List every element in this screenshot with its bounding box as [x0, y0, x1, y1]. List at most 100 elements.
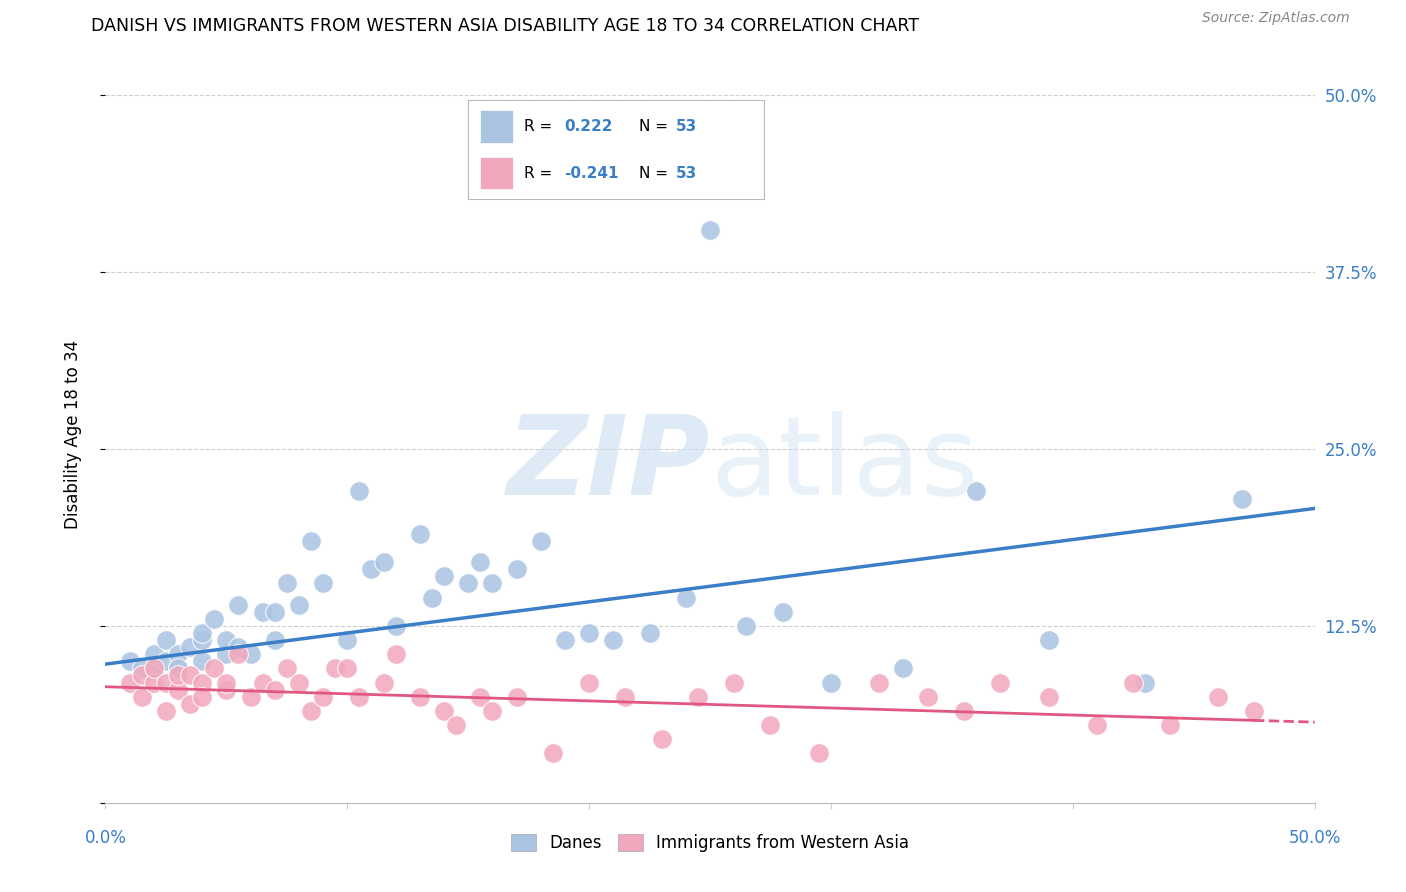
- Text: N =: N =: [638, 166, 668, 180]
- Text: 53: 53: [675, 166, 697, 180]
- Point: [142, 661, 165, 675]
- Point: [505, 690, 527, 704]
- Point: [1122, 675, 1144, 690]
- Point: [215, 682, 238, 697]
- Point: [288, 598, 311, 612]
- Point: [155, 654, 177, 668]
- Bar: [479, 157, 513, 189]
- Point: [155, 675, 177, 690]
- Point: [252, 675, 274, 690]
- Point: [191, 675, 214, 690]
- Point: [409, 527, 432, 541]
- Point: [578, 626, 600, 640]
- Point: [179, 697, 201, 711]
- Text: 50.0%: 50.0%: [1288, 829, 1341, 847]
- Point: [638, 626, 661, 640]
- Point: [155, 633, 177, 648]
- Point: [118, 654, 141, 668]
- Point: [228, 598, 250, 612]
- Point: [686, 690, 709, 704]
- Point: [433, 569, 456, 583]
- Point: [409, 690, 432, 704]
- Point: [167, 647, 190, 661]
- Point: [820, 675, 842, 690]
- Point: [299, 533, 322, 548]
- Point: [323, 661, 346, 675]
- Point: [373, 675, 395, 690]
- Point: [349, 690, 371, 704]
- Point: [868, 675, 890, 690]
- Point: [772, 605, 794, 619]
- Point: [215, 633, 238, 648]
- Point: [965, 484, 987, 499]
- Point: [917, 690, 939, 704]
- Point: [735, 619, 758, 633]
- Point: [384, 647, 406, 661]
- Point: [1038, 633, 1060, 648]
- Point: [420, 591, 443, 605]
- Point: [578, 675, 600, 690]
- Point: [312, 690, 335, 704]
- Point: [554, 633, 576, 648]
- Point: [263, 682, 285, 697]
- Point: [1159, 718, 1181, 732]
- Point: [651, 732, 673, 747]
- Point: [167, 661, 190, 675]
- Point: [155, 704, 177, 718]
- Point: [191, 633, 214, 648]
- Point: [179, 668, 201, 682]
- Text: R =: R =: [524, 119, 553, 134]
- Point: [1038, 690, 1060, 704]
- Point: [481, 576, 503, 591]
- Text: ZIP: ZIP: [506, 411, 710, 517]
- Point: [202, 661, 225, 675]
- Point: [191, 654, 214, 668]
- Point: [167, 668, 190, 682]
- Point: [759, 718, 782, 732]
- Point: [988, 675, 1011, 690]
- Point: [191, 690, 214, 704]
- Point: [953, 704, 976, 718]
- Point: [312, 576, 335, 591]
- Text: R =: R =: [524, 166, 553, 180]
- Point: [444, 718, 467, 732]
- Point: [481, 704, 503, 718]
- Point: [1243, 704, 1265, 718]
- Text: 0.0%: 0.0%: [84, 829, 127, 847]
- Point: [167, 661, 190, 675]
- Point: [215, 647, 238, 661]
- Point: [142, 675, 165, 690]
- Text: 0.222: 0.222: [564, 119, 613, 134]
- Legend: Danes, Immigrants from Western Asia: Danes, Immigrants from Western Asia: [502, 826, 918, 861]
- Point: [288, 675, 311, 690]
- Point: [336, 633, 359, 648]
- Point: [202, 612, 225, 626]
- Bar: [479, 110, 513, 143]
- Point: [384, 619, 406, 633]
- Point: [179, 640, 201, 654]
- Point: [530, 533, 553, 548]
- Point: [470, 690, 492, 704]
- Point: [699, 222, 721, 236]
- Point: [602, 633, 624, 648]
- Point: [215, 675, 238, 690]
- Point: [336, 661, 359, 675]
- Point: [373, 555, 395, 569]
- Text: N =: N =: [638, 119, 668, 134]
- Text: Source: ZipAtlas.com: Source: ZipAtlas.com: [1202, 12, 1350, 25]
- Point: [457, 576, 479, 591]
- Point: [228, 647, 250, 661]
- Point: [1135, 675, 1157, 690]
- Point: [263, 633, 285, 648]
- Point: [131, 661, 153, 675]
- Point: [276, 576, 298, 591]
- Point: [675, 591, 697, 605]
- Point: [470, 555, 492, 569]
- Point: [142, 661, 165, 675]
- Point: [433, 704, 456, 718]
- Point: [614, 690, 637, 704]
- Point: [131, 668, 153, 682]
- Point: [349, 484, 371, 499]
- Point: [360, 562, 382, 576]
- Point: [723, 675, 745, 690]
